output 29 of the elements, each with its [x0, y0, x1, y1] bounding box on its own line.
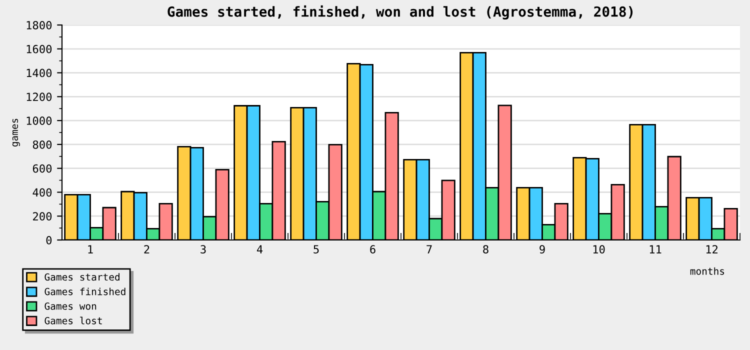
y-tick-label: 1200	[26, 92, 52, 102]
legend-label: Games started	[44, 273, 120, 281]
x-tick-label: 9	[540, 245, 545, 254]
legend-label: Games finished	[44, 288, 126, 296]
x-tick-label: 6	[370, 245, 376, 254]
y-tick-label: 800	[32, 140, 52, 149]
x-axis-title: months	[690, 267, 724, 275]
x-tick-label: 3	[200, 245, 206, 254]
x-tick-label: 1	[88, 245, 93, 254]
y-axis-title: games	[12, 118, 20, 147]
y-tick-label: 1600	[26, 44, 52, 54]
x-tick-label: 2	[144, 245, 150, 254]
x-tick-label: 8	[483, 245, 488, 254]
y-tick-label: 1000	[26, 116, 52, 125]
legend-label: Games lost	[44, 316, 102, 324]
y-tick-label: 1400	[26, 68, 52, 78]
x-tick-label: 5	[314, 245, 319, 254]
x-tick-label: 10	[593, 245, 605, 254]
y-tick-label: 0	[46, 236, 52, 244]
y-tick-label: 200	[33, 212, 52, 221]
y-tick-label: 1800	[26, 21, 52, 30]
x-tick-label: 11	[650, 245, 662, 254]
chart-title: Games started, finished, won and lost (Agrostemma, 2018)	[168, 5, 633, 20]
x-tick-label: 12	[706, 245, 718, 254]
x-tick-label: 4	[256, 245, 263, 254]
x-tick-label: 7	[426, 245, 432, 254]
legend-label: Games won	[44, 302, 96, 310]
y-tick-label: 400	[32, 188, 52, 197]
y-tick-label: 600	[32, 164, 52, 173]
